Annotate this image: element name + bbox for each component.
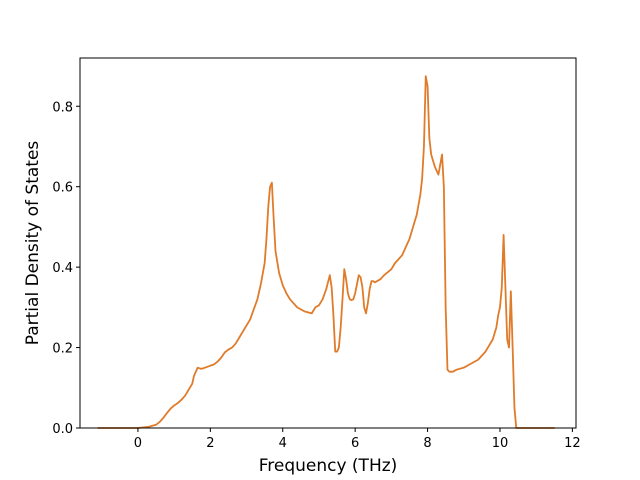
y-axis-label: Partial Density of States bbox=[23, 141, 43, 346]
x-tick-label: 12 bbox=[564, 436, 581, 451]
x-tick-label: 4 bbox=[279, 436, 287, 451]
series-line-0 bbox=[97, 75, 556, 429]
x-tick-label: 10 bbox=[492, 436, 509, 451]
x-tick-label: 0 bbox=[134, 436, 142, 451]
y-tick-label: 0.6 bbox=[52, 181, 73, 196]
y-axis-ticks: 0.0 0.2 0.4 0.6 0.8 bbox=[52, 100, 80, 437]
y-tick-label: 0.8 bbox=[52, 100, 73, 115]
y-tick-label: 0.0 bbox=[52, 422, 73, 437]
x-tick-label: 2 bbox=[206, 436, 214, 451]
y-tick-label: 0.2 bbox=[52, 342, 73, 357]
x-axis-label: Frequency (THz) bbox=[259, 456, 398, 476]
x-tick-label: 8 bbox=[423, 436, 431, 451]
x-tick-label: 6 bbox=[351, 436, 359, 451]
x-axis-ticks: 0 2 4 6 8 10 12 bbox=[134, 428, 581, 451]
plot-layer bbox=[97, 75, 556, 429]
y-tick-label: 0.4 bbox=[52, 261, 73, 276]
plot-frame bbox=[79, 57, 577, 429]
